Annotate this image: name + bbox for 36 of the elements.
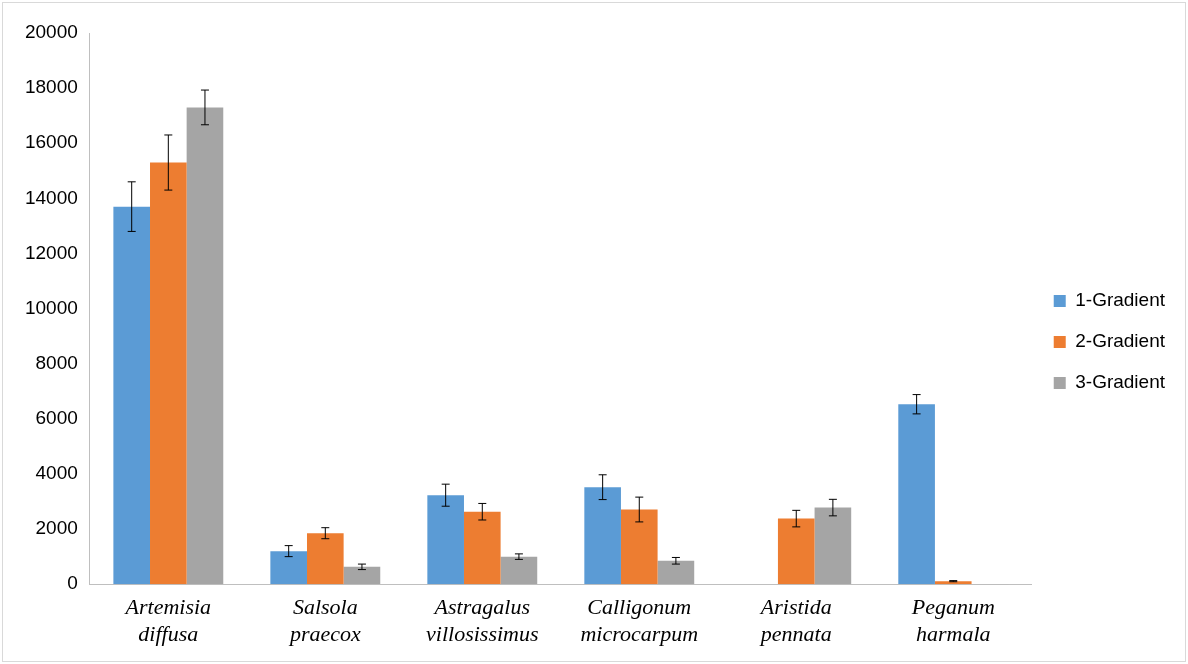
bar bbox=[934, 581, 972, 585]
bar bbox=[427, 495, 464, 585]
y-tick-label: 10000 bbox=[24, 296, 78, 318]
y-tick-label: 20000 bbox=[24, 21, 78, 43]
y-tick-label: 18000 bbox=[24, 76, 78, 98]
x-tick-label: Calligonum microcarpum bbox=[580, 594, 699, 646]
y-tick-label: 14000 bbox=[24, 186, 78, 208]
legend-label: 3-Gradient bbox=[1075, 371, 1166, 393]
bar bbox=[657, 560, 695, 585]
bar bbox=[814, 507, 852, 585]
legend-label: 2-Gradient bbox=[1075, 330, 1166, 352]
bar bbox=[463, 511, 501, 585]
legend-label: 1-Gradient bbox=[1075, 289, 1166, 311]
x-tick-label: Salsola praecox bbox=[287, 594, 361, 646]
bar bbox=[343, 566, 381, 585]
bar bbox=[777, 518, 815, 585]
bar bbox=[150, 162, 187, 585]
y-tick-label: 4000 bbox=[35, 462, 78, 484]
bar bbox=[113, 206, 151, 585]
y-tick-label: 8000 bbox=[35, 351, 78, 373]
bar bbox=[186, 107, 224, 585]
x-tick-label: Astragalus villosissimus bbox=[426, 594, 539, 646]
x-tick-label: Artemisia diffusa bbox=[123, 594, 212, 646]
bar bbox=[306, 533, 344, 585]
bar bbox=[584, 487, 621, 585]
y-tick-label: 6000 bbox=[35, 407, 78, 429]
bar bbox=[898, 404, 935, 585]
y-tick-label: 2000 bbox=[35, 517, 78, 539]
bar bbox=[500, 556, 538, 585]
x-tick-label: Aristida pennata bbox=[758, 594, 832, 646]
bar bbox=[620, 509, 658, 585]
x-tick-label: Peganum harmala bbox=[910, 594, 995, 646]
bar bbox=[270, 551, 307, 585]
y-tick-label: 0 bbox=[67, 572, 78, 594]
y-tick-label: 16000 bbox=[24, 131, 78, 153]
y-tick-label: 12000 bbox=[24, 241, 78, 263]
